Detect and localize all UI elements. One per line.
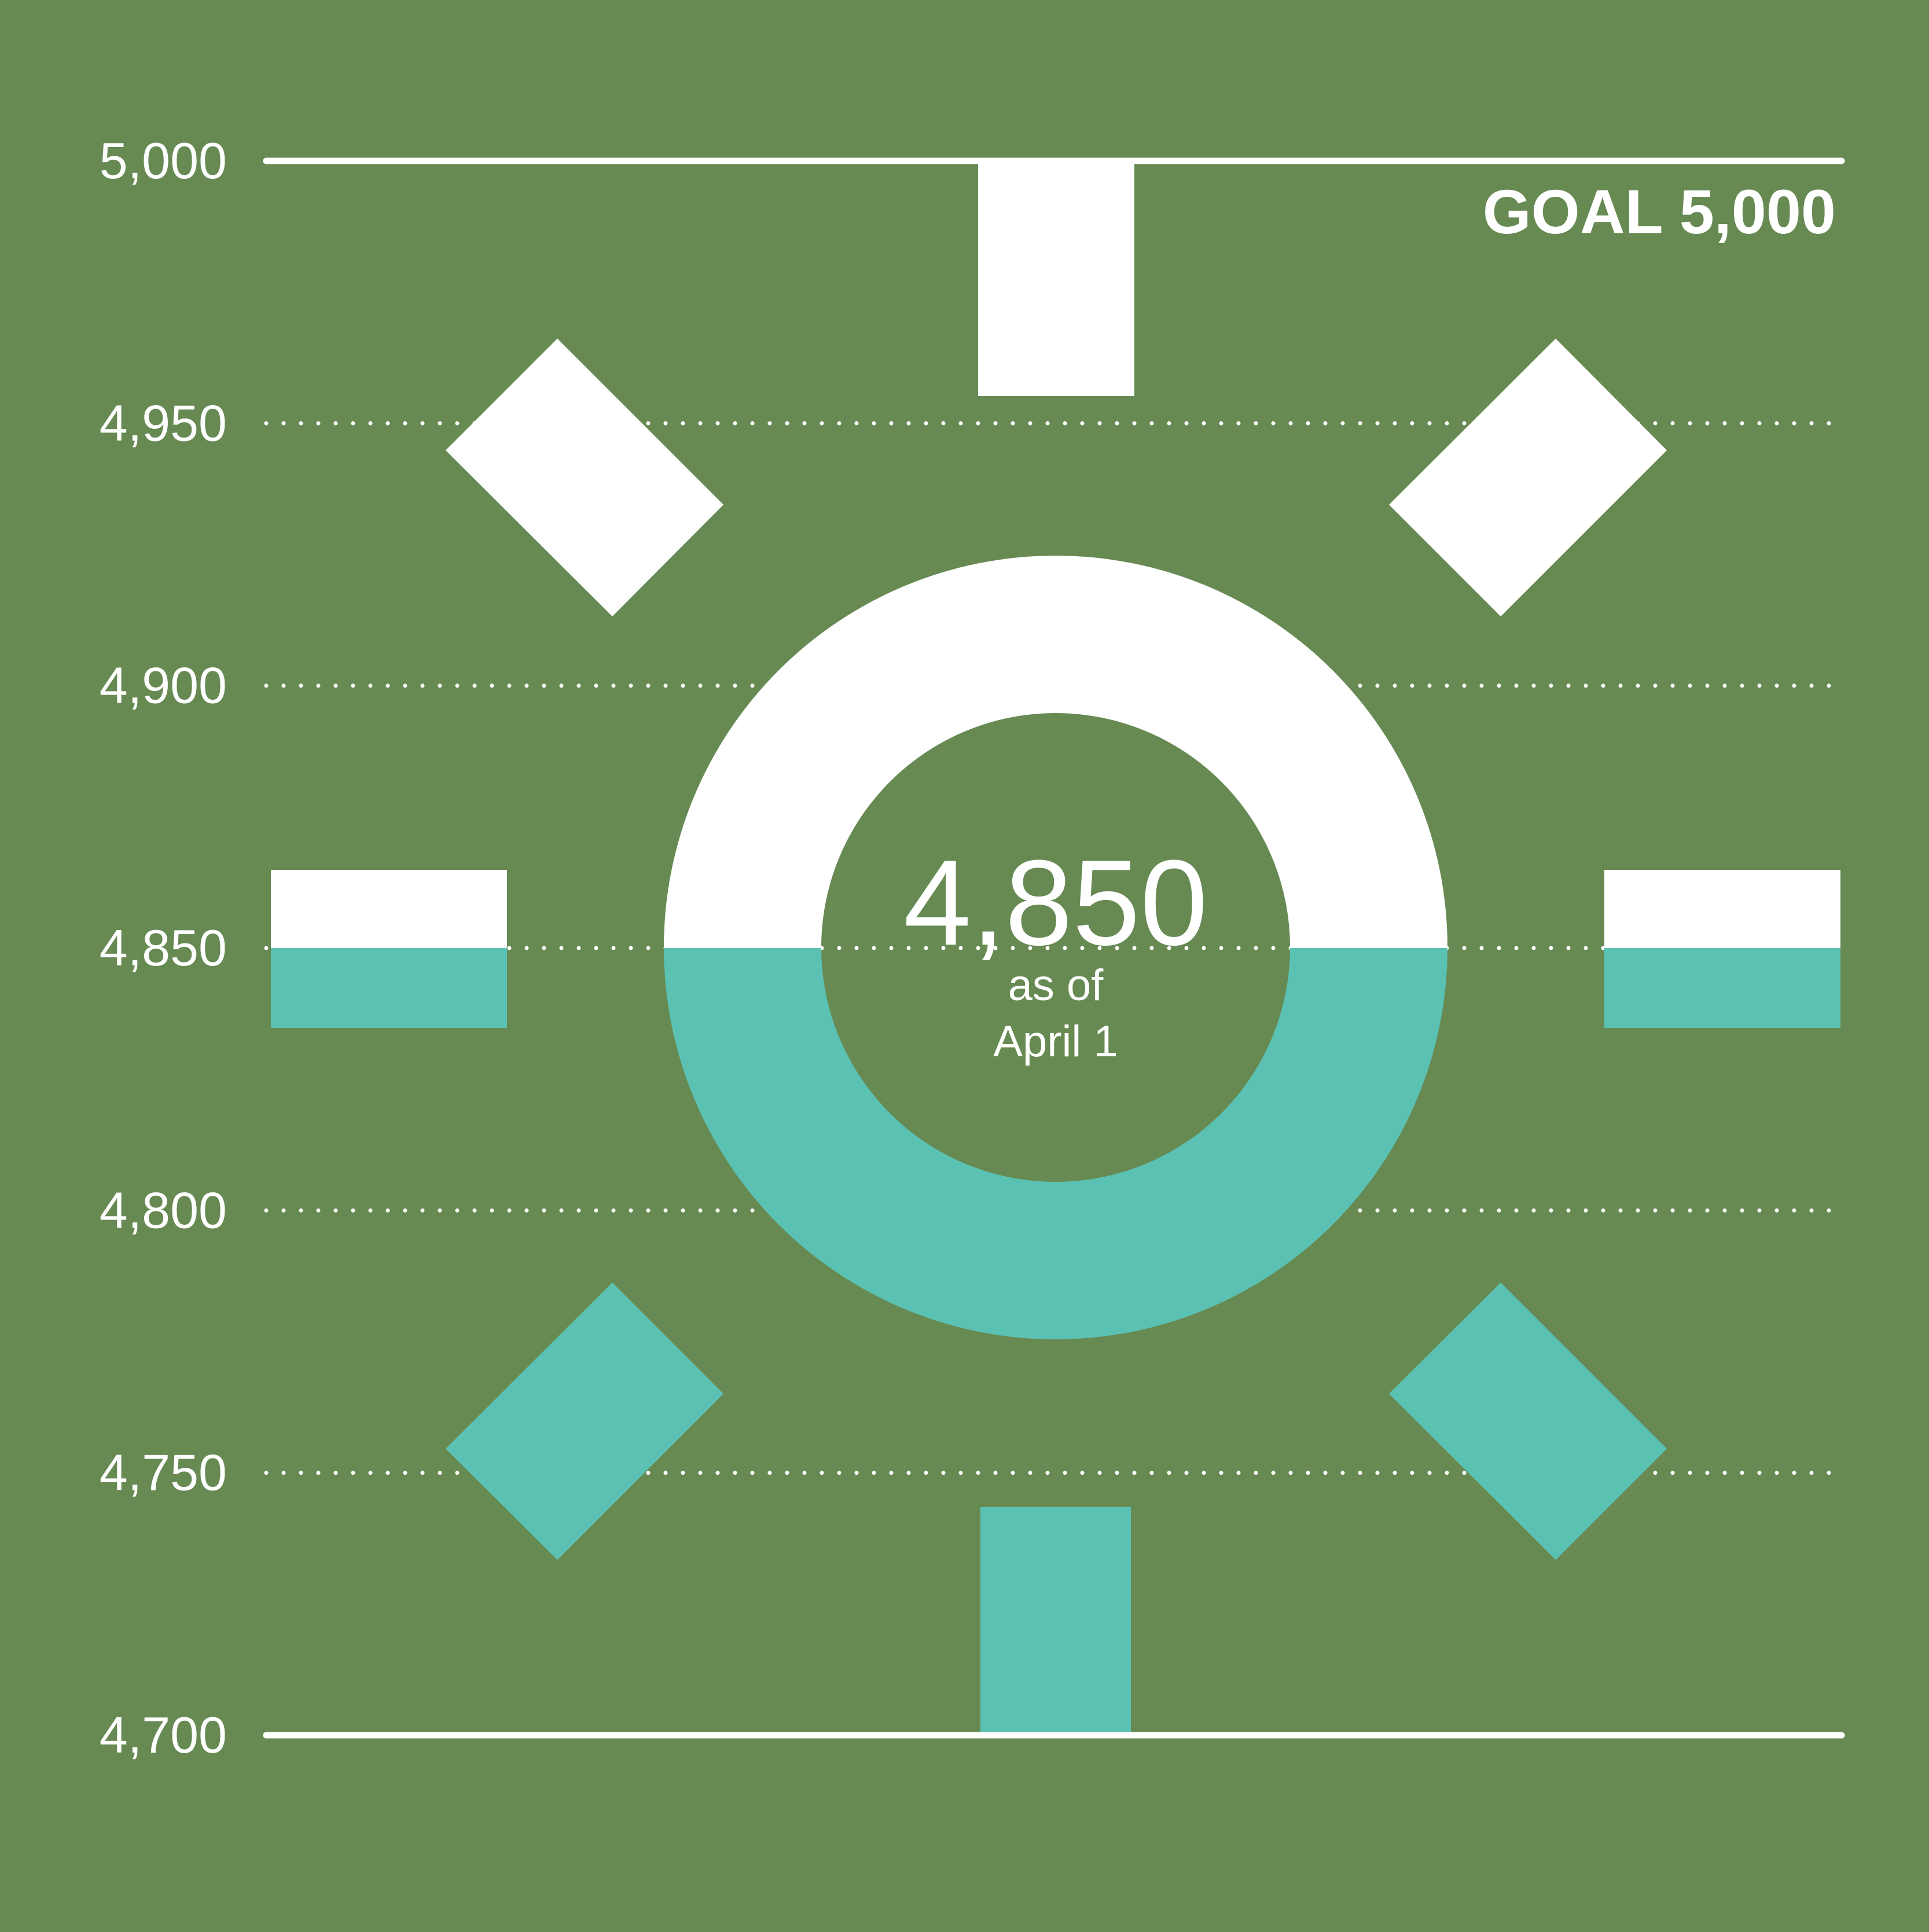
ray-bottom-below <box>980 1507 1131 1732</box>
current-date-caption-line2: April 1 <box>993 1017 1118 1066</box>
y-axis: 5,000 4,950 4,900 4,850 4,800 4,750 4,700 <box>100 132 1845 1764</box>
ray-top-above <box>978 161 1134 396</box>
goal-label: GOAL 5,000 <box>1483 177 1836 247</box>
ray-bottom-right-below <box>1389 1283 1667 1560</box>
ray-left-below <box>271 948 507 1028</box>
tick-label-4850: 4,850 <box>100 919 227 976</box>
figure-above-current <box>271 161 1840 948</box>
current-date-caption-line1: as of <box>1008 961 1104 1010</box>
tick-label-4750: 4,750 <box>100 1444 227 1501</box>
ray-bottom-left-below <box>446 1283 723 1560</box>
ring-below <box>664 948 1447 1339</box>
ray-right-above <box>1604 870 1840 948</box>
tick-label-4900: 4,900 <box>100 657 227 714</box>
current-value-label: 4,850 <box>903 835 1208 971</box>
ring-above <box>664 556 1447 948</box>
tick-label-4700: 4,700 <box>100 1706 227 1764</box>
tick-label-4950: 4,950 <box>100 394 227 451</box>
ray-top-left-above <box>446 339 723 616</box>
ray-top-right-above <box>1389 339 1667 616</box>
ray-right-below <box>1604 948 1840 1028</box>
tick-label-5000: 5,000 <box>100 132 227 189</box>
tick-label-4800: 4,800 <box>100 1181 227 1239</box>
figure-below-current <box>271 948 1840 1732</box>
ray-left-above <box>271 870 507 948</box>
